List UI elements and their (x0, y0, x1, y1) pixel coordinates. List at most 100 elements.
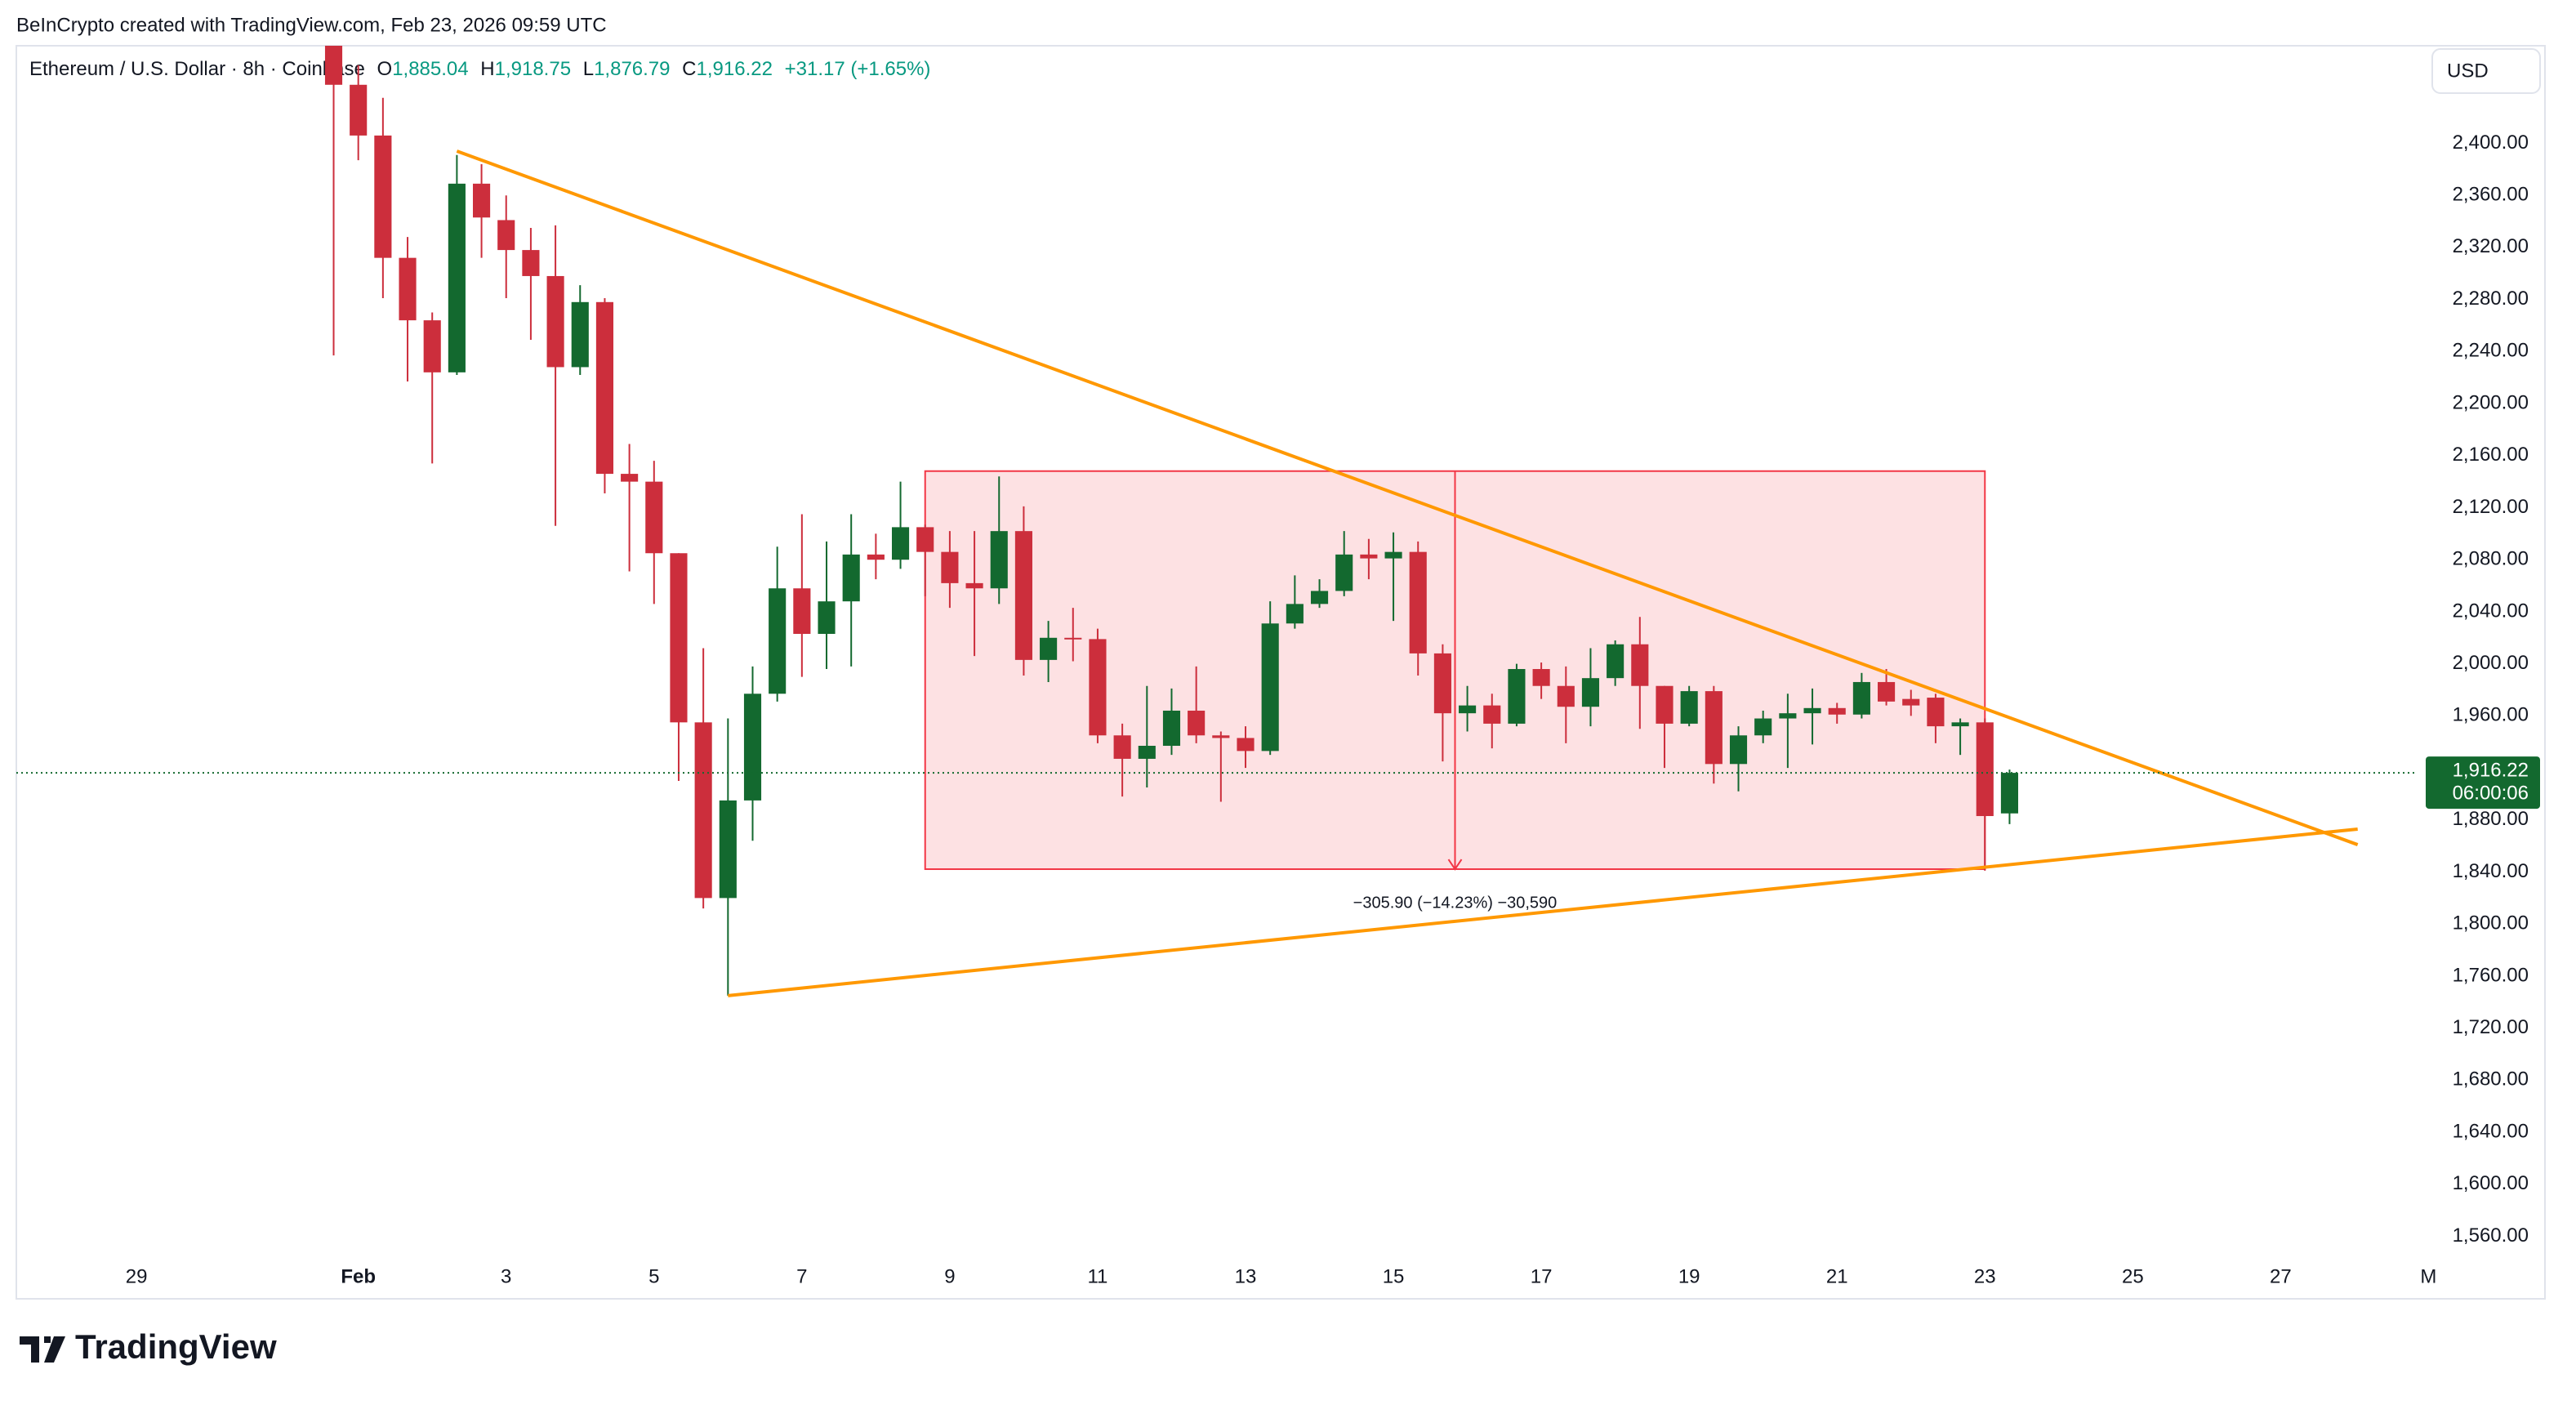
candle-body (670, 553, 688, 723)
currency-button[interactable] (2431, 48, 2541, 94)
x-tick-label: 21 (1826, 1265, 1848, 1287)
x-tick-label: 5 (648, 1265, 659, 1287)
y-tick-label: 2,360.00 (2453, 184, 2529, 206)
ohlc-value: 1,918.75 (495, 58, 571, 80)
candle-body (1335, 554, 1353, 591)
trendline (728, 827, 2358, 997)
candle-body (1803, 707, 1821, 714)
candle-body (1483, 705, 1501, 724)
x-tick-label: 29 (126, 1265, 148, 1287)
candle-body (1409, 551, 1427, 653)
candle-body (891, 527, 910, 560)
candle-body (423, 320, 441, 372)
ohlc-label: H (480, 58, 494, 80)
candle-body (1286, 604, 1304, 624)
candle-body (818, 601, 836, 635)
candle-body (1064, 637, 1082, 640)
y-tick-label: 2,040.00 (2453, 600, 2529, 622)
last-price-badge (2426, 756, 2540, 810)
attribution: BeInCrypto created with TradingView.com,… (16, 14, 607, 36)
ohlc-value: 1,916.22 (697, 58, 773, 80)
candle-body (1754, 718, 1772, 736)
y-tick-label: 1,600.00 (2453, 1172, 2529, 1194)
y-tick-label: 1,960.00 (2453, 704, 2529, 726)
y-tick-label: 2,320.00 (2453, 235, 2529, 257)
x-tick-label: 25 (2122, 1265, 2144, 1287)
candle-body (1237, 738, 1255, 752)
x-tick-label: 13 (1235, 1265, 1257, 1287)
candle-body (546, 275, 564, 368)
x-tick-label: 27 (2270, 1265, 2292, 1287)
candle-body (1902, 698, 1920, 706)
candle-body (1779, 713, 1797, 719)
candle-body (374, 135, 392, 258)
logo-icon (20, 1336, 65, 1363)
ohlc-label: C (682, 58, 696, 80)
y-tick-label: 2,240.00 (2453, 340, 2529, 362)
candle-body (1261, 623, 1279, 752)
candle-body (1508, 669, 1526, 724)
countdown-label: 06:00:06 (2453, 782, 2529, 804)
candle-body (1384, 551, 1402, 559)
ohlc-value: 1,876.79 (594, 58, 670, 80)
y-tick-label: 1,840.00 (2453, 860, 2529, 882)
candle-body (1581, 678, 1600, 707)
candle-body (1852, 681, 1870, 715)
candle-body (1310, 591, 1329, 604)
currency[interactable]: USD (2447, 60, 2489, 82)
candle-body (990, 531, 1008, 589)
y-tick-label: 2,400.00 (2453, 132, 2529, 154)
panel-border (16, 45, 2546, 1300)
candle-body (448, 183, 466, 372)
x-tick-label: Feb (341, 1265, 376, 1287)
candle-body (497, 220, 515, 251)
candle-body (1927, 698, 1945, 727)
candle-body (1557, 685, 1575, 707)
x-tick-label: 23 (1974, 1265, 1996, 1287)
symbol: Ethereum / U.S. Dollar · 8h · Coinbase (29, 58, 365, 80)
candle-body (1040, 637, 1058, 660)
candle-body (399, 257, 417, 321)
y-tick-label: 2,000.00 (2453, 652, 2529, 674)
x-tick-label: 17 (1531, 1265, 1553, 1287)
candle-body (1212, 735, 1230, 738)
x-tick-label: 19 (1678, 1265, 1700, 1287)
candle-body (2000, 773, 2019, 814)
y-tick-label: 1,680.00 (2453, 1068, 2529, 1091)
trendline (456, 149, 2359, 846)
x-tick-label: 15 (1383, 1265, 1405, 1287)
y-tick-label: 1,720.00 (2453, 1016, 2529, 1038)
candle-body (1162, 710, 1181, 747)
candle-body (1705, 691, 1723, 765)
x-tick-label: 3 (501, 1265, 511, 1287)
candle-body (324, 46, 343, 85)
x-tick-label: 11 (1087, 1265, 1108, 1287)
y-tick-label: 2,080.00 (2453, 548, 2529, 570)
change: +31.17 (+1.65%) (785, 58, 931, 80)
candle-body (793, 588, 811, 635)
y-tick-label: 2,120.00 (2453, 496, 2529, 518)
candle-body (769, 588, 787, 694)
candle-body (1360, 554, 1378, 559)
y-tick-label: 2,160.00 (2453, 444, 2529, 466)
candle-body (1631, 644, 1649, 686)
candle-body (1089, 639, 1107, 736)
y-tick-label: 1,880.00 (2453, 808, 2529, 830)
candle-body (1459, 705, 1477, 714)
candle-body (1878, 681, 1896, 702)
candle-body (965, 582, 983, 589)
ohlc-label: O (377, 58, 393, 80)
candle-body (1729, 735, 1748, 765)
candle-body (350, 84, 368, 136)
candle-body (867, 554, 885, 560)
logo-text: TradingView (75, 1327, 277, 1366)
candle-body (1138, 746, 1156, 759)
plot: −305.90 (−14.23%) −30,590 (16, 46, 2414, 997)
candle-body (719, 800, 737, 899)
candle-body (1828, 707, 1846, 715)
y-tick-label: 2,280.00 (2453, 288, 2529, 310)
candle-body (595, 301, 614, 475)
candle-body (1680, 691, 1698, 724)
candle-body (1976, 722, 1994, 817)
